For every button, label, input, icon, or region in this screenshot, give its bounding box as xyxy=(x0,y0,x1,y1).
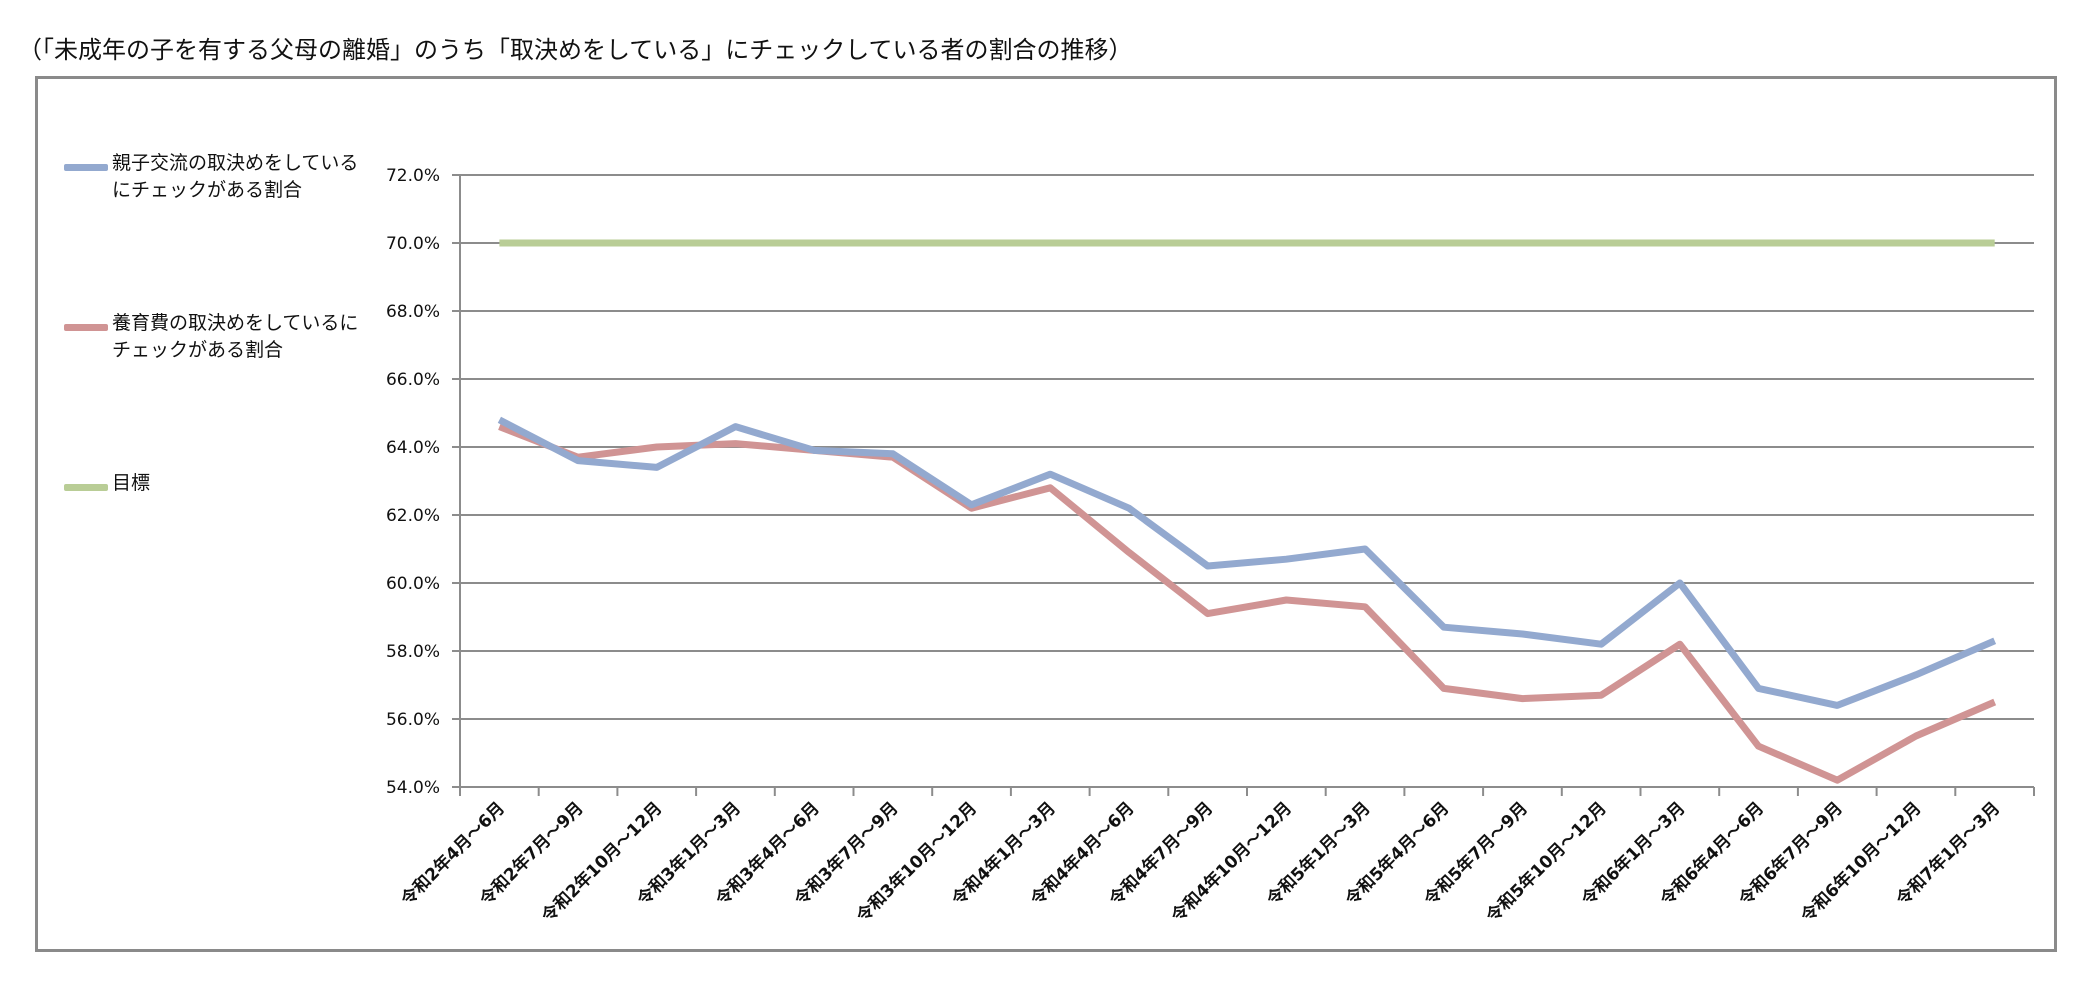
y-tick-label: 58.0% xyxy=(386,642,440,662)
legend-label-line2: にチェックがある割合 xyxy=(112,179,303,201)
legend-label-line1: 親子交流の取決めをしている xyxy=(112,152,359,174)
legend-label-line2: チェックがある割合 xyxy=(112,339,284,361)
y-tick-label: 64.0% xyxy=(386,438,440,458)
y-tick-label: 62.0% xyxy=(386,506,440,526)
y-tick-label: 68.0% xyxy=(386,302,440,322)
legend-label-parent-child-exchange: 親子交流の取決めをしている にチェックがある割合 xyxy=(112,150,358,204)
legend-label-child-support: 養育費の取決めをしているに チェックがある割合 xyxy=(112,310,358,364)
legend-swatch-parent-child-exchange xyxy=(64,164,108,171)
legend-label-line1: 目標 xyxy=(112,472,151,494)
y-tick-label: 54.0% xyxy=(386,778,440,798)
y-tick-label: 66.0% xyxy=(386,370,440,390)
legend-label-line1: 養育費の取決めをしているに xyxy=(112,312,359,334)
y-tick-label: 60.0% xyxy=(386,574,440,594)
y-tick-label: 56.0% xyxy=(386,710,440,730)
y-tick-label: 72.0% xyxy=(386,166,440,186)
page-title: （「未成年の子を有する父母の離婚」のうち「取決めをしている」にチェックしている者… xyxy=(18,36,1133,64)
legend-swatch-target xyxy=(64,484,108,491)
series-line-child-support xyxy=(498,423,1997,784)
legend-label-target: 目標 xyxy=(112,470,150,497)
y-tick-label: 70.0% xyxy=(386,234,440,254)
legend-swatch-child-support xyxy=(64,324,108,331)
series-line-parent-child-exchange xyxy=(497,416,1997,709)
